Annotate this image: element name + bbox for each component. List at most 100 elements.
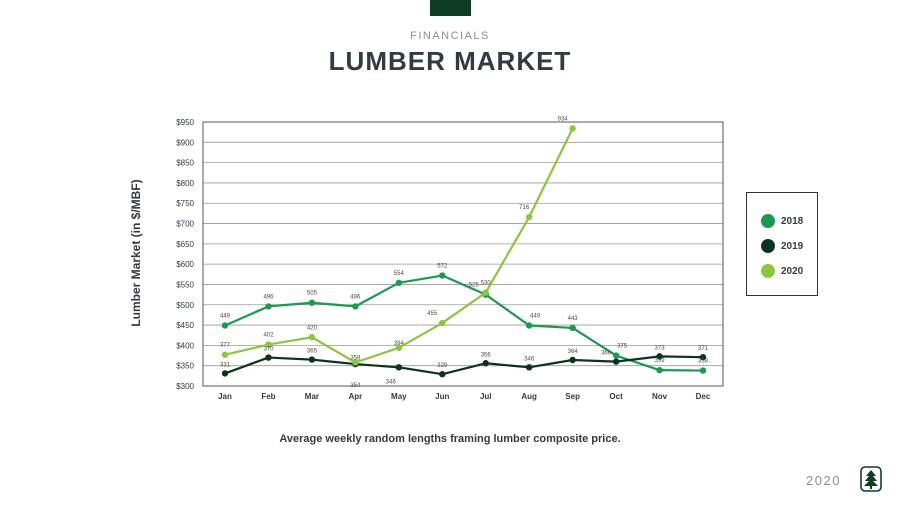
- data-point-2018-dec: [699, 367, 707, 374]
- data-label-2018-jul: 525: [469, 283, 480, 289]
- x-tick-label-feb: Feb: [261, 392, 275, 401]
- x-tick-label-mar: Mar: [305, 392, 319, 401]
- legend-swatch-2020: [761, 264, 775, 278]
- x-tick-label-jan: Jan: [218, 392, 232, 401]
- data-point-2018-may: [395, 279, 403, 287]
- chart-legend: 2018 2019 2020: [746, 192, 818, 296]
- data-labels: 449 496 505 496 554 572 525 449 443 375 339 338 331 3…: [220, 116, 709, 389]
- data-point-2020-jan: [221, 351, 229, 358]
- legend-item-2019: 2019: [761, 238, 803, 254]
- data-label-2020-mar: 420: [307, 325, 318, 331]
- legend-swatch-2019: [761, 239, 775, 253]
- plot-frame: [202, 121, 724, 387]
- y-tick-label-350: $350: [176, 362, 194, 371]
- y-tick-label-950: $950: [176, 118, 194, 127]
- data-point-2018-sep: [569, 324, 576, 332]
- x-tick-label-aug: Aug: [521, 392, 537, 401]
- y-tick-label-900: $900: [176, 138, 194, 147]
- data-point-2020-aug: [525, 213, 533, 221]
- series-line-2018: [224, 274, 704, 372]
- data-point-2018-mar: [308, 299, 316, 306]
- data-point-2020-sep: [569, 125, 576, 132]
- x-tick-label-apr: Apr: [348, 392, 362, 401]
- data-label-2019-jan: 331: [220, 362, 231, 368]
- data-label-2019-feb: 370: [263, 347, 274, 353]
- data-point-2019-aug: [525, 364, 533, 371]
- y-tick-labels: $300 $350 $400 $450 $500 $550 $600 $650 $700 $750…: [176, 118, 194, 391]
- y-tick-label-500: $500: [176, 301, 194, 310]
- data-point-2018-jun: [439, 272, 446, 279]
- data-label-2018-sep: 443: [568, 316, 579, 322]
- data-label-2020-aug: 716: [519, 205, 530, 211]
- data-label-2020-jan: 377: [220, 343, 231, 349]
- data-label-2019-mar: 365: [307, 349, 318, 355]
- data-point-2018-jan: [221, 322, 229, 329]
- legend-label-2018: 2018: [781, 215, 804, 227]
- data-point-2019-jan: [221, 370, 229, 377]
- x-tick-label-nov: Nov: [652, 392, 668, 401]
- x-tick-label-sep: Sep: [565, 392, 580, 401]
- tree-seal-icon: [860, 466, 882, 492]
- data-label-2018-jun: 572: [437, 264, 448, 270]
- section-eyebrow: FINANCIALS: [410, 30, 490, 42]
- data-label-2019-oct: 360: [601, 351, 612, 357]
- data-label-2019-aug: 346: [524, 356, 535, 362]
- data-point-2018-oct: [612, 352, 620, 359]
- data-label-2019-sep: 364: [568, 349, 579, 355]
- footer-year: 2020: [806, 473, 841, 488]
- data-point-2020-feb: [265, 341, 272, 348]
- data-label-2020-feb: 402: [263, 333, 274, 339]
- legend-label-2020: 2020: [781, 265, 804, 277]
- data-label-2018-aug: 449: [530, 313, 541, 319]
- chart-caption: Average weekly random lengths framing lu…: [279, 433, 621, 445]
- x-tick-label-dec: Dec: [696, 392, 711, 401]
- data-label-2018-dec: 338: [698, 359, 709, 365]
- data-point-2019-sep: [569, 356, 576, 364]
- data-label-2018-jan: 449: [220, 313, 231, 319]
- x-tick-labels: Jan Feb Mar Apr May Jun Jul Aug Sep Oct Nov Dec: [218, 392, 711, 401]
- data-label-2018-may: 554: [394, 271, 405, 277]
- data-point-2019-jul: [482, 360, 489, 367]
- y-tick-label-750: $750: [176, 199, 194, 208]
- y-tick-label-400: $400: [176, 341, 194, 350]
- y-tick-label-550: $550: [176, 280, 194, 289]
- data-point-2019-nov: [656, 353, 663, 360]
- data-label-2020-sep: 934: [558, 116, 569, 122]
- data-label-2020-jun: 455: [427, 311, 438, 317]
- data-label-2020-apr: 358: [350, 355, 361, 361]
- series-layer: [221, 125, 707, 378]
- data-point-2019-feb: [265, 354, 272, 361]
- legend-item-2020: 2020: [761, 263, 803, 279]
- data-point-2018-aug: [525, 322, 533, 329]
- data-point-2020-may: [395, 344, 403, 352]
- y-tick-label-650: $650: [176, 240, 194, 249]
- data-point-2019-mar: [308, 356, 316, 363]
- data-point-2020-jun: [439, 319, 446, 327]
- data-label-2019-dec: 371: [698, 346, 709, 352]
- data-label-2018-feb: 496: [263, 294, 274, 300]
- x-tick-label-jul: Jul: [480, 392, 492, 401]
- data-label-2020-may: 394: [394, 341, 405, 347]
- x-tick-label-may: May: [391, 392, 407, 401]
- data-point-2018-feb: [265, 303, 272, 310]
- y-tick-label-600: $600: [176, 260, 194, 269]
- y-tick-label-450: $450: [176, 321, 194, 330]
- data-point-2020-jul: [482, 289, 489, 296]
- data-point-2019-may: [395, 364, 403, 371]
- data-point-2019-oct: [612, 358, 620, 365]
- y-tick-label-300: $300: [176, 382, 194, 391]
- header-accent-bar: [430, 0, 471, 16]
- y-tick-label-800: $800: [176, 179, 194, 188]
- data-label-2019-jun: 329: [437, 363, 448, 369]
- data-point-2020-apr: [352, 359, 359, 366]
- data-label-2019-apr: 354: [350, 383, 361, 389]
- legend-swatch-2018: [761, 214, 775, 228]
- x-tick-label-jun: Jun: [435, 392, 449, 401]
- data-label-2020-jul: 530: [481, 281, 492, 287]
- data-point-2018-apr: [352, 303, 359, 310]
- data-label-2019-jul: 356: [481, 352, 492, 358]
- data-point-2018-nov: [656, 366, 663, 374]
- data-label-2019-nov: 373: [655, 345, 666, 351]
- data-label-2019-may: 346: [386, 379, 397, 385]
